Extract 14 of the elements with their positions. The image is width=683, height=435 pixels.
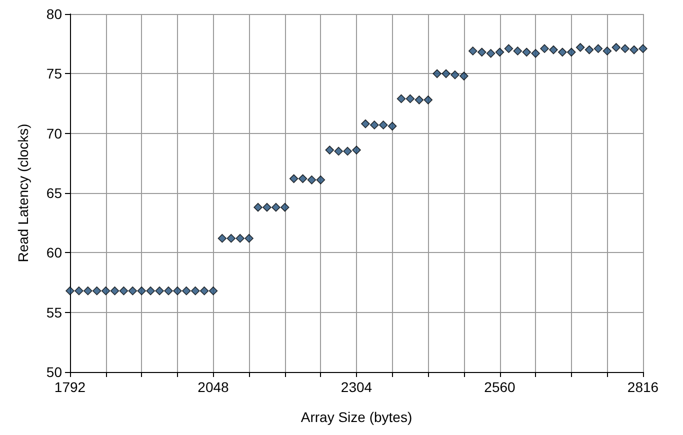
y-axis-title: Read Latency (clocks) [15, 124, 31, 262]
x-tick-label: 2048 [198, 379, 230, 395]
x-tick-label: 2304 [340, 379, 372, 395]
y-tick-label: 80 [46, 6, 62, 22]
y-tick-label: 65 [46, 185, 62, 201]
x-tick-label: 2560 [484, 379, 516, 395]
x-tick-label: 1792 [54, 379, 86, 395]
y-tick-label: 55 [46, 304, 62, 320]
y-tick-label: 75 [46, 66, 62, 82]
y-tick-label: 70 [46, 125, 62, 142]
y-tick-label: 50 [46, 364, 62, 380]
y-tick-label: 60 [46, 244, 62, 261]
x-axis-title: Array Size (bytes) [300, 409, 412, 425]
x-tick-label: 2816 [627, 379, 659, 395]
